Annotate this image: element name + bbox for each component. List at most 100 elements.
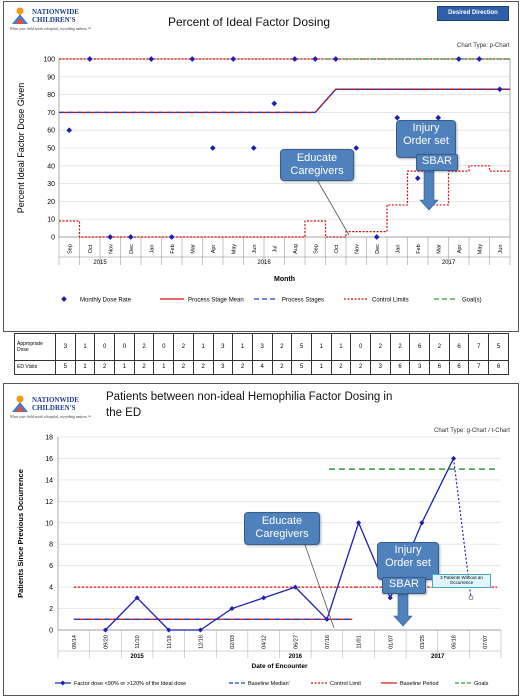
data-point xyxy=(387,595,393,601)
data-point xyxy=(230,56,237,62)
year-label: 2015 xyxy=(130,654,144,660)
data-point xyxy=(189,56,196,62)
x-tick-label: 06/27 xyxy=(293,635,299,649)
x-tick-label: 04/12 xyxy=(262,635,268,649)
row-header: ED Visits xyxy=(14,359,56,376)
year-label: 2017 xyxy=(431,654,445,660)
data-point xyxy=(66,127,73,134)
data-point xyxy=(414,175,421,182)
legend-label: Process Stages xyxy=(282,298,324,304)
y-tick-label: 10 xyxy=(45,520,53,527)
series-line-process-stage-mean xyxy=(59,88,510,114)
x-tick-label: 02/03 xyxy=(230,635,236,649)
table-cell: 3 xyxy=(212,359,234,376)
callout-educate-line2: Caregivers xyxy=(290,165,344,177)
table-cell: 1 xyxy=(74,333,96,361)
legend-marker xyxy=(60,680,66,686)
table-cell: 1 xyxy=(330,333,352,361)
data-point xyxy=(107,234,114,240)
data-point xyxy=(353,145,360,151)
data-point xyxy=(394,114,401,121)
table-cell: 1 xyxy=(114,359,135,376)
year-label: 2015 xyxy=(93,260,107,266)
table-cell: 0 xyxy=(114,333,135,361)
x-tick-label: Oct xyxy=(88,244,94,253)
table-cell: 5 xyxy=(291,359,312,376)
x-tick-label: 11/10 xyxy=(135,635,141,648)
data-point xyxy=(250,145,257,151)
x-tick-label: Dec xyxy=(375,244,381,254)
data-point xyxy=(496,86,503,93)
table-cell: 6 xyxy=(448,359,470,376)
x-tick-label: 11/18 xyxy=(167,635,173,648)
data-point xyxy=(168,234,175,240)
data-point xyxy=(86,56,93,62)
y-tick-label: 0 xyxy=(51,235,55,242)
x-tick-label: Aug xyxy=(293,244,299,254)
callout-injury-2: Injury Order set xyxy=(377,542,439,580)
table-cell: 2 xyxy=(429,333,450,361)
data-point xyxy=(455,56,462,62)
series-line-process-stages xyxy=(59,88,510,113)
table-cell: 0 xyxy=(350,333,371,361)
x-tick-label: Sep xyxy=(67,244,73,254)
table-cell: 7 xyxy=(468,359,490,376)
data-point xyxy=(166,627,172,633)
data-point xyxy=(312,56,319,62)
desired-direction-badge: Desired Direction xyxy=(437,6,509,21)
table-cell: 2 xyxy=(330,359,352,376)
data-point xyxy=(148,56,155,62)
table-cell: 2 xyxy=(370,333,391,361)
table-cell: 2 xyxy=(232,359,253,376)
data-point xyxy=(291,56,298,62)
x-tick-label: 06/18 xyxy=(452,635,458,649)
x-tick-label: Mar xyxy=(436,244,442,254)
x-tick-label: Oct xyxy=(334,244,340,253)
logo-tagline: When your child needs a hospital, everyt… xyxy=(10,415,92,419)
y-axis-title: Percent Ideal Factor Dose Given xyxy=(16,83,26,214)
y-tick-label: 60 xyxy=(47,128,55,135)
x-tick-label: 09/14 xyxy=(72,635,78,649)
y-tick-label: 50 xyxy=(47,146,55,153)
data-point xyxy=(356,520,362,526)
x-tick-label: Jun xyxy=(498,245,504,254)
table-cell: 5 xyxy=(488,333,509,361)
table-cell: 1 xyxy=(192,333,214,361)
table-cell: 1 xyxy=(310,359,332,376)
data-point xyxy=(476,56,483,62)
x-tick-label: Jul xyxy=(272,245,278,252)
callout-injury-line1: Injury xyxy=(412,122,440,134)
y-tick-label: 40 xyxy=(47,163,55,170)
y-tick-label: 8 xyxy=(49,542,53,549)
logo-figure-icon xyxy=(12,7,28,24)
year-label: 2017 xyxy=(442,260,456,266)
table-cell: 2 xyxy=(133,333,155,361)
data-point xyxy=(197,627,203,633)
row-header: Appropriate Dose xyxy=(14,333,56,361)
table-cell: 2 xyxy=(271,359,293,376)
table-cell: 5 xyxy=(55,359,76,376)
y-tick-label: 6 xyxy=(49,563,53,570)
legend-label: Control Limit xyxy=(330,681,361,687)
y-tick-label: 10 xyxy=(47,217,55,224)
x-axis-title: Date of Encounter xyxy=(252,663,308,670)
data-point xyxy=(127,234,134,240)
logo-name-1: NATIONWIDE xyxy=(32,396,79,404)
data-point xyxy=(102,627,109,633)
legend-label: Goal(s) xyxy=(462,298,482,304)
table-cell: 2 xyxy=(173,359,194,376)
table-row: Appropriate Dose 3 1 0 0 2 0 2 1 3 1 3 2 5 1 1 0 2 2 6 2 6 7 5 xyxy=(14,333,509,361)
year-label: 2016 xyxy=(257,260,271,266)
x-tick-label: Feb xyxy=(170,244,176,253)
x-tick-label: May xyxy=(477,244,483,255)
chart-title-2-line2: the ED xyxy=(106,407,142,419)
legend-label: Control Limits xyxy=(372,298,409,304)
chart-title: Percent of Ideal Factor Dosing xyxy=(167,15,331,29)
x-tick-label: Nov xyxy=(108,244,114,254)
y-tick-label: 2 xyxy=(49,606,53,613)
table-cell: 7 xyxy=(468,333,490,361)
callout-sbar-2: SBAR xyxy=(382,577,426,594)
table-cell: 0 xyxy=(94,333,116,361)
x-tick-label: 07/07 xyxy=(483,635,489,649)
x-tick-label: Dec xyxy=(129,244,135,254)
